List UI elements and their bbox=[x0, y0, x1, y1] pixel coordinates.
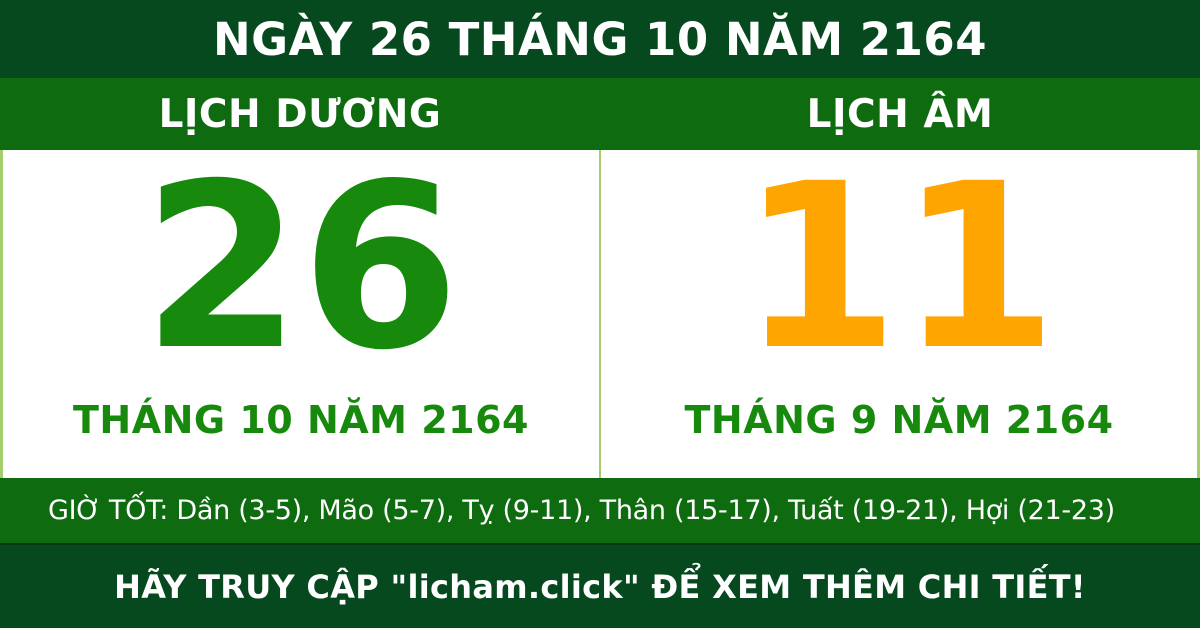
header-bar: NGÀY 26 THÁNG 10 NĂM 2164 bbox=[0, 0, 1200, 78]
lunar-panel: 11 THÁNG 9 NĂM 2164 bbox=[601, 150, 1197, 478]
footer-bar: HÃY TRUY CẬP "licham.click" ĐỂ XEM THÊM … bbox=[0, 543, 1200, 628]
panel-divider bbox=[599, 150, 601, 478]
lunar-day-number: 11 bbox=[740, 133, 1058, 400]
page-title: NGÀY 26 THÁNG 10 NĂM 2164 bbox=[212, 12, 988, 66]
calendar-panels: 26 THÁNG 10 NĂM 2164 11 THÁNG 9 NĂM 2164 bbox=[0, 150, 1200, 478]
column-headers-bar: LỊCH DƯƠNG LỊCH ÂM bbox=[0, 78, 1200, 150]
lunar-column-header: LỊCH ÂM bbox=[806, 91, 994, 137]
footer-text: HÃY TRUY CẬP "licham.click" ĐỂ XEM THÊM … bbox=[114, 567, 1086, 606]
solar-month-label: THÁNG 10 NĂM 2164 bbox=[73, 398, 529, 442]
solar-panel: 26 THÁNG 10 NĂM 2164 bbox=[3, 150, 599, 478]
lunar-month-label: THÁNG 9 NĂM 2164 bbox=[684, 398, 1114, 442]
solar-column-header: LỊCH DƯƠNG bbox=[158, 91, 442, 137]
solar-day-number: 26 bbox=[142, 133, 460, 400]
good-hours-bar: GIỜ TỐT: Dần (3-5), Mão (5-7), Tỵ (9-11)… bbox=[0, 478, 1200, 543]
good-hours-text: GIỜ TỐT: Dần (3-5), Mão (5-7), Tỵ (9-11)… bbox=[48, 495, 1115, 526]
